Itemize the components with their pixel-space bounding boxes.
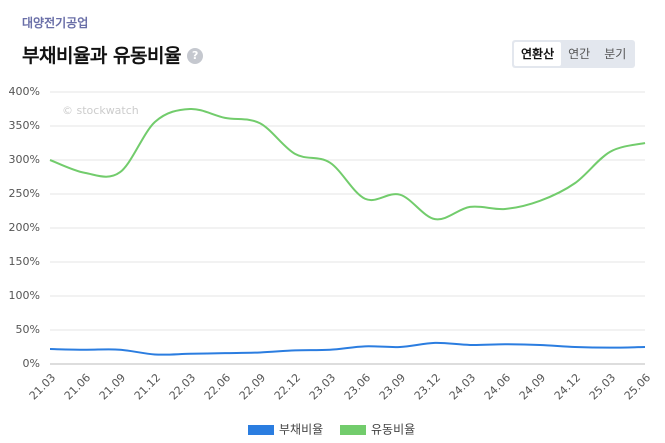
x-tick-label: 23.09 (377, 371, 408, 402)
y-tick-label: 0% (23, 357, 40, 370)
y-tick-label: 200% (9, 221, 40, 234)
y-tick-label: 350% (9, 119, 40, 132)
y-tick-label: 100% (9, 289, 40, 302)
x-tick-label: 22.06 (202, 371, 233, 402)
period-tabs: 연환산 연간 분기 (512, 40, 636, 68)
y-tick-label: 300% (9, 153, 40, 166)
x-tick-label: 22.09 (237, 371, 268, 402)
title-text: 부채비율과 유동비율 (22, 45, 181, 67)
x-tick-label: 25.06 (622, 371, 653, 402)
x-tick-label: 23.12 (412, 371, 443, 402)
x-tick-label: 21.12 (132, 371, 163, 402)
x-tick-label: 23.03 (307, 371, 338, 402)
legend-swatch (340, 425, 366, 435)
x-tick-label: 21.06 (62, 371, 93, 402)
x-tick-label: 24.06 (482, 371, 513, 402)
x-tick-label: 21.03 (27, 371, 58, 402)
chart-title: 부채비율과 유동비율? (22, 41, 203, 68)
x-tick-label: 22.03 (167, 371, 198, 402)
x-tick-label: 24.09 (517, 371, 548, 402)
legend-swatch (248, 425, 274, 435)
y-tick-label: 50% (16, 323, 40, 336)
series-line (49, 107, 646, 221)
legend-label: 유동비율 (371, 423, 415, 437)
period-tab[interactable]: 연환산 (514, 42, 562, 66)
company-name: 대양전기공업 (22, 16, 89, 30)
x-tick-label: 24.12 (552, 371, 583, 402)
x-tick-label: 22.12 (272, 371, 303, 402)
period-tab[interactable]: 분기 (604, 47, 627, 61)
y-tick-label: 150% (9, 255, 40, 268)
x-tick-label: 24.03 (447, 371, 478, 402)
watermark: © stockwatch (62, 104, 139, 117)
period-tab[interactable]: 연간 (568, 47, 591, 61)
x-tick-label: 25.03 (587, 371, 618, 402)
y-tick-label: 400% (9, 85, 40, 98)
x-tick-label: 23.06 (342, 371, 373, 402)
help-icon[interactable]: ? (186, 48, 203, 64)
y-tick-label: 250% (9, 187, 40, 200)
series-line (49, 341, 646, 356)
x-tick-label: 21.09 (97, 371, 128, 402)
legend-label: 부채비율 (279, 423, 323, 437)
